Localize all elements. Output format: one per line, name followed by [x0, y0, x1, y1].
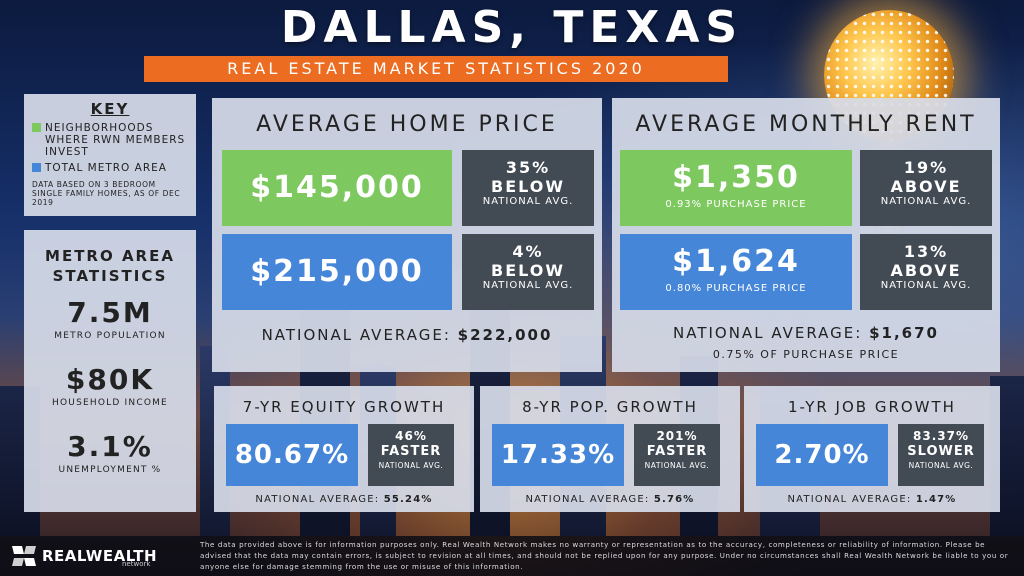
national-average-label: NATIONAL AVERAGE:: [673, 324, 863, 342]
rent-rwn-sub: 0.93% PURCHASE PRICE: [665, 199, 807, 210]
equity-growth-value: 80.67%: [226, 424, 358, 486]
disclaimer-text: The data provided above is for informati…: [200, 540, 1009, 571]
compare-pct: 13%: [903, 242, 949, 261]
home-price-rwn-compare: 35% BELOW NATIONAL AVG.: [462, 150, 594, 226]
home-price-rwn-box: $145,000: [222, 150, 452, 226]
rent-metro-box: $1,624 0.80% PURCHASE PRICE: [620, 234, 852, 310]
compare-national-label: NATIONAL AVG.: [644, 461, 710, 470]
key-item-rwn: NEIGHBORHOODS WHERE RWN MEMBERS INVEST: [32, 122, 188, 158]
home-price-metro-compare: 4% BELOW NATIONAL AVG.: [462, 234, 594, 310]
job-growth-panel: 1-YR JOB GROWTH 2.70% 83.37% SLOWER NATI…: [744, 386, 1000, 512]
national-average-label: NATIONAL AVERAGE:: [255, 494, 380, 505]
metro-heading-line1: METRO AREA: [45, 247, 175, 265]
population-growth-compare: 201% FASTER NATIONAL AVG.: [634, 424, 720, 486]
household-income-value: $80K: [65, 363, 155, 396]
compare-direction: FASTER: [646, 444, 708, 459]
compare-direction: ABOVE: [890, 261, 962, 280]
realwealth-logo[interactable]: REALWEALTH: [10, 542, 157, 570]
page-subtitle: REAL ESTATE MARKET STATISTICS 2020: [144, 56, 728, 82]
green-swatch: [32, 123, 41, 132]
compare-pct: 35%: [505, 158, 551, 177]
compare-direction: FASTER: [380, 444, 442, 459]
monthly-rent-panel: AVERAGE MONTHLY RENT $1,350 0.93% PURCHA…: [612, 98, 1000, 372]
home-price-panel: AVERAGE HOME PRICE $145,000 35% BELOW NA…: [212, 98, 602, 372]
logo-subtext: network: [122, 560, 151, 568]
monthly-rent-heading: AVERAGE MONTHLY RENT: [635, 112, 977, 137]
compare-direction: SLOWER: [907, 444, 975, 459]
compare-direction: ABOVE: [890, 177, 962, 196]
realwealth-logo-icon: [12, 546, 36, 566]
equity-growth-panel: 7-YR EQUITY GROWTH 80.67% 46% FASTER NAT…: [214, 386, 474, 512]
compare-direction: BELOW: [491, 261, 565, 280]
compare-national-label: NATIONAL AVG.: [880, 196, 972, 207]
national-average-label: NATIONAL AVERAGE:: [261, 326, 451, 344]
rent-rwn-compare: 19% ABOVE NATIONAL AVG.: [860, 150, 992, 226]
compare-national-label: NATIONAL AVG.: [482, 280, 574, 291]
population-growth-heading: 8-YR POP. GROWTH: [522, 398, 698, 416]
household-income-label: HOUSEHOLD INCOME: [52, 398, 168, 408]
equity-growth-heading: 7-YR EQUITY GROWTH: [242, 398, 446, 416]
page-title: DALLAS, TEXAS: [280, 2, 744, 53]
compare-national-label: NATIONAL AVG.: [880, 280, 972, 291]
key-item-metro: TOTAL METRO AREA: [32, 162, 188, 174]
compare-pct: 4%: [512, 242, 544, 261]
national-average-value: 5.76%: [653, 494, 695, 505]
job-growth-compare: 83.37% SLOWER NATIONAL AVG.: [898, 424, 984, 486]
population-national-average: NATIONAL AVERAGE: 5.76%: [480, 494, 740, 505]
home-price-metro-box: $215,000: [222, 234, 452, 310]
home-price-rwn-value: $145,000: [250, 170, 424, 205]
key-item-label: NEIGHBORHOODS WHERE RWN MEMBERS INVEST: [45, 122, 186, 158]
rent-metro-compare: 13% ABOVE NATIONAL AVG.: [860, 234, 992, 310]
job-national-average: NATIONAL AVERAGE: 1.47%: [744, 494, 1000, 505]
rent-rwn-value: $1,350: [672, 160, 800, 195]
rent-rwn-box: $1,350 0.93% PURCHASE PRICE: [620, 150, 852, 226]
compare-pct: 19%: [903, 158, 949, 177]
metro-stats-panel: METRO AREA STATISTICS 7.5M METRO POPULAT…: [24, 230, 196, 512]
population-growth-value: 17.33%: [492, 424, 624, 486]
compare-pct: 201%: [656, 429, 698, 443]
key-note: DATA BASED ON 3 BEDROOM SINGLE FAMILY HO…: [32, 180, 181, 207]
national-average-value: $1,670: [869, 324, 939, 342]
job-growth-heading: 1-YR JOB GROWTH: [788, 398, 956, 416]
logo-text: REALWEALTH: [42, 547, 158, 565]
rent-national-average: NATIONAL AVERAGE: $1,670: [612, 324, 1000, 342]
compare-pct: 83.37%: [913, 429, 969, 443]
equity-growth-compare: 46% FASTER NATIONAL AVG.: [368, 424, 454, 486]
home-price-national-average: NATIONAL AVERAGE: $222,000: [212, 326, 602, 344]
home-price-metro-value: $215,000: [250, 254, 424, 289]
job-growth-value: 2.70%: [756, 424, 888, 486]
national-average-value: 55.24%: [383, 494, 433, 505]
key-title: KEY: [90, 100, 130, 118]
rent-national-sub: 0.75% OF PURCHASE PRICE: [712, 348, 900, 361]
compare-national-label: NATIONAL AVG.: [908, 461, 974, 470]
national-average-value: 1.47%: [915, 494, 957, 505]
key-item-label: TOTAL METRO AREA: [45, 162, 167, 174]
home-price-heading: AVERAGE HOME PRICE: [256, 112, 558, 137]
blue-swatch: [32, 163, 41, 172]
equity-national-average: NATIONAL AVERAGE: 55.24%: [214, 494, 474, 505]
compare-national-label: NATIONAL AVG.: [378, 461, 444, 470]
metro-heading-line2: STATISTICS: [52, 267, 168, 285]
national-average-label: NATIONAL AVERAGE:: [787, 494, 912, 505]
compare-national-label: NATIONAL AVG.: [482, 196, 574, 207]
national-average-label: NATIONAL AVERAGE:: [525, 494, 650, 505]
national-average-value: $222,000: [457, 326, 553, 344]
population-growth-panel: 8-YR POP. GROWTH 17.33% 201% FASTER NATI…: [480, 386, 740, 512]
metro-population-label: METRO POPULATION: [54, 331, 166, 341]
compare-pct: 46%: [395, 429, 427, 443]
metro-population-value: 7.5M: [67, 296, 153, 329]
rent-metro-sub: 0.80% PURCHASE PRICE: [665, 283, 807, 294]
unemployment-label: UNEMPLOYMENT %: [58, 465, 162, 475]
compare-direction: BELOW: [491, 177, 565, 196]
unemployment-value: 3.1%: [67, 430, 153, 463]
rent-metro-value: $1,624: [672, 244, 800, 279]
key-panel: KEY NEIGHBORHOODS WHERE RWN MEMBERS INVE…: [24, 94, 196, 216]
footer: REALWEALTH network The data provided abo…: [0, 536, 1024, 576]
